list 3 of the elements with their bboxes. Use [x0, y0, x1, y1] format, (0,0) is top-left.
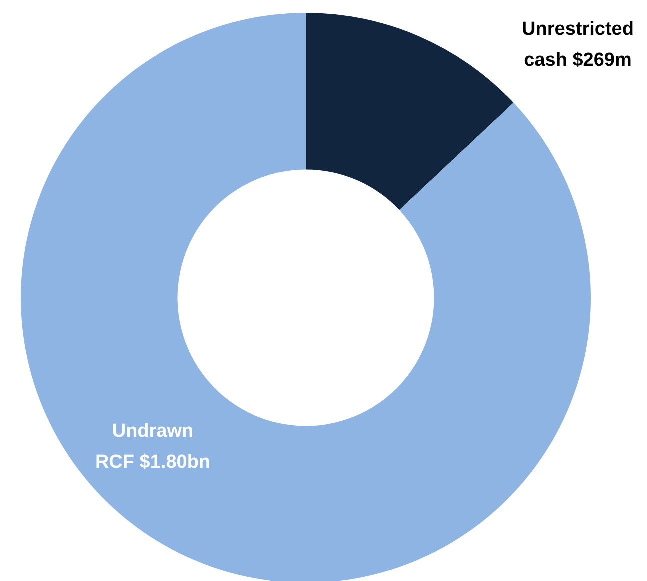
slice-label: Unrestricted cash $269m [522, 19, 634, 71]
slice-label: Undrawn RCF $1.80bn [95, 421, 211, 473]
donut-slice [306, 13, 514, 210]
